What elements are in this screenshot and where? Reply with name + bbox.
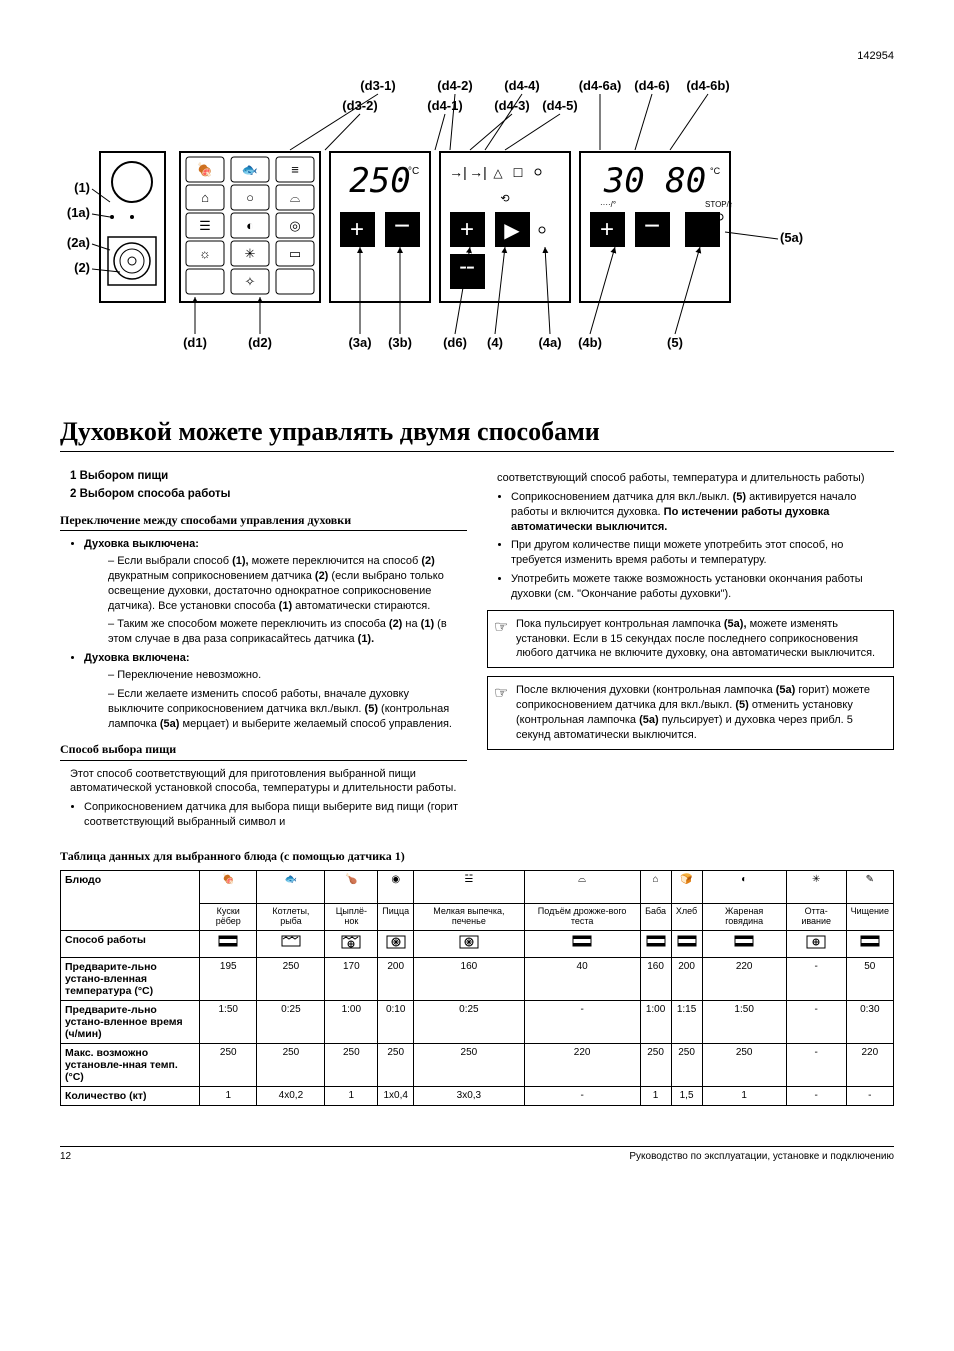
- oven-off-d1: Если выбрали способ (1), можете переключ…: [108, 554, 467, 613]
- dish-icon: ◉: [378, 870, 414, 903]
- svg-text:−: −: [459, 252, 475, 283]
- oven-on-d1: Переключение невозможно.: [108, 668, 467, 683]
- svg-text:○: ○: [246, 190, 254, 205]
- note-1: ☞ Пока пульсирует контрольная лампочка (…: [487, 610, 894, 669]
- svg-text:▶: ▶: [504, 220, 520, 242]
- svg-text:(5): (5): [667, 335, 683, 350]
- svg-text:☼: ☼: [199, 246, 211, 261]
- svg-text:(d4-4): (d4-4): [504, 78, 539, 93]
- svg-text:+: +: [350, 216, 364, 243]
- dish-icon: 🍗: [325, 870, 378, 903]
- svg-text:(d2): (d2): [248, 335, 272, 350]
- dish-icon: ⌓: [524, 870, 640, 903]
- s2-para: Этот способ соответствующий для приготов…: [70, 767, 467, 797]
- oven-on-label: Духовка включена: Переключение невозможн…: [84, 651, 467, 731]
- table-caption: Таблица данных для выбранного блюда (с п…: [60, 849, 894, 864]
- svg-text:STOP/↑: STOP/↑: [705, 200, 733, 209]
- svg-text:(2): (2): [74, 260, 90, 275]
- oven-off-label: Духовка выключена: Если выбрали способ (…: [84, 537, 467, 647]
- svg-text:◎: ◎: [289, 218, 300, 233]
- svg-text:→|: →|: [469, 164, 487, 180]
- svg-text:☰: ☰: [199, 218, 211, 233]
- svg-text:(2a): (2a): [67, 235, 90, 250]
- dish-icon: 🍖: [200, 870, 257, 903]
- svg-text:⌓: ⌓: [290, 190, 300, 205]
- control-panel-diagram: (d3-1) (d3-2) (d4-2) (d4-1) (d4-4) (d4-3…: [60, 72, 894, 392]
- page-number: 12: [60, 1151, 71, 1162]
- right-cont: соответствующий способ работы, температу…: [497, 471, 894, 486]
- hand-icon: ☞: [494, 617, 508, 639]
- svg-text:◐: ◐: [246, 218, 254, 233]
- svg-text:250: 250: [349, 161, 410, 201]
- svg-text:(d4-1): (d4-1): [427, 98, 462, 113]
- dish-icon: ⌂: [640, 870, 671, 903]
- svg-text:(d4-6a): (d4-6a): [579, 78, 622, 93]
- svg-text:(d1): (d1): [183, 335, 207, 350]
- dish-icon: ✳: [786, 870, 846, 903]
- svg-text:(3b): (3b): [388, 335, 412, 350]
- oven-off-d2: Таким же способом можете переключить из …: [108, 617, 467, 647]
- svg-text:(4b): (4b): [578, 335, 602, 350]
- svg-text:(d4-6): (d4-6): [634, 78, 669, 93]
- doc-number: 142954: [60, 50, 894, 62]
- svg-text:(d4-2): (d4-2): [437, 78, 472, 93]
- data-table: Блюдо 🍖 🐟 🍗 ◉ ☱ ⌓ ⌂ 🍞 ◐ ✳ ✎ Куски рёбер …: [60, 870, 894, 1106]
- oven-on-d2: Если желаете изменить способ работы, вна…: [108, 687, 467, 732]
- svg-text:☐: ☐: [513, 166, 524, 180]
- svg-text:(1a): (1a): [67, 205, 90, 220]
- right-b2: При другом количестве пищи можете употре…: [511, 538, 894, 568]
- dish-icon: ◐: [702, 870, 786, 903]
- title-divider: [60, 451, 894, 452]
- section1-title: Переключение между способами управления …: [60, 512, 467, 531]
- intro-1: 1 Выбором пищи: [70, 469, 467, 485]
- s2-b1: Соприкосновением датчика для выбора пищи…: [84, 800, 467, 830]
- svg-text:⌂: ⌂: [201, 190, 209, 205]
- svg-text:(d6): (d6): [443, 335, 467, 350]
- svg-text:(d4-3): (d4-3): [494, 98, 529, 113]
- dish-icon: ☱: [414, 870, 525, 903]
- right-b3: Употребить можете также возможность уста…: [511, 572, 894, 602]
- svg-text:(d3-1): (d3-1): [360, 78, 395, 93]
- dish-icon: 🐟: [257, 870, 325, 903]
- svg-text:≡: ≡: [291, 162, 299, 177]
- note-2: ☞ После включения духовки (контрольная л…: [487, 676, 894, 749]
- svg-text:(3a): (3a): [348, 335, 371, 350]
- svg-text:−: −: [644, 210, 660, 241]
- svg-text:−: −: [394, 210, 410, 241]
- svg-text:(1): (1): [74, 180, 90, 195]
- section2-title: Способ выбора пищи: [60, 741, 467, 760]
- svg-text:(4): (4): [487, 335, 503, 350]
- svg-text:→|: →|: [449, 164, 467, 180]
- right-b1: Соприкосновением датчика для вкл./выкл. …: [511, 490, 894, 535]
- svg-text:+: +: [600, 216, 614, 243]
- svg-text:+: +: [460, 216, 474, 243]
- svg-text:(5a): (5a): [780, 230, 803, 245]
- dish-icon: 🍞: [671, 870, 702, 903]
- footer-text: Руководство по эксплуатации, установке и…: [629, 1151, 894, 1162]
- svg-text:30 80: 30 80: [603, 161, 706, 201]
- svg-text:(d4-5): (d4-5): [542, 98, 577, 113]
- svg-text:🍖: 🍖: [197, 161, 213, 178]
- footer: 12 Руководство по эксплуатации, установк…: [60, 1146, 894, 1162]
- intro-2: 2 Выбором способа работы: [70, 487, 467, 503]
- svg-text:🐟: 🐟: [242, 162, 258, 177]
- svg-text:°C: °C: [710, 166, 721, 176]
- dish-icon: ✎: [846, 870, 893, 903]
- row-dish: Блюдо: [61, 870, 200, 930]
- svg-text:✧: ✧: [245, 274, 256, 289]
- svg-text:(4a): (4a): [538, 335, 561, 350]
- svg-text:▭: ▭: [289, 246, 301, 261]
- svg-text:(d4-6b): (d4-6b): [686, 78, 729, 93]
- svg-text:····/°: ····/°: [600, 200, 616, 209]
- svg-text:△: △: [493, 166, 503, 180]
- page-title: Духовкой можете управлять двумя способам…: [60, 417, 894, 447]
- svg-text:⟲: ⟲: [500, 193, 509, 205]
- svg-text:✳: ✳: [245, 246, 256, 261]
- svg-text:°C: °C: [408, 166, 419, 177]
- hand-icon: ☞: [494, 683, 508, 705]
